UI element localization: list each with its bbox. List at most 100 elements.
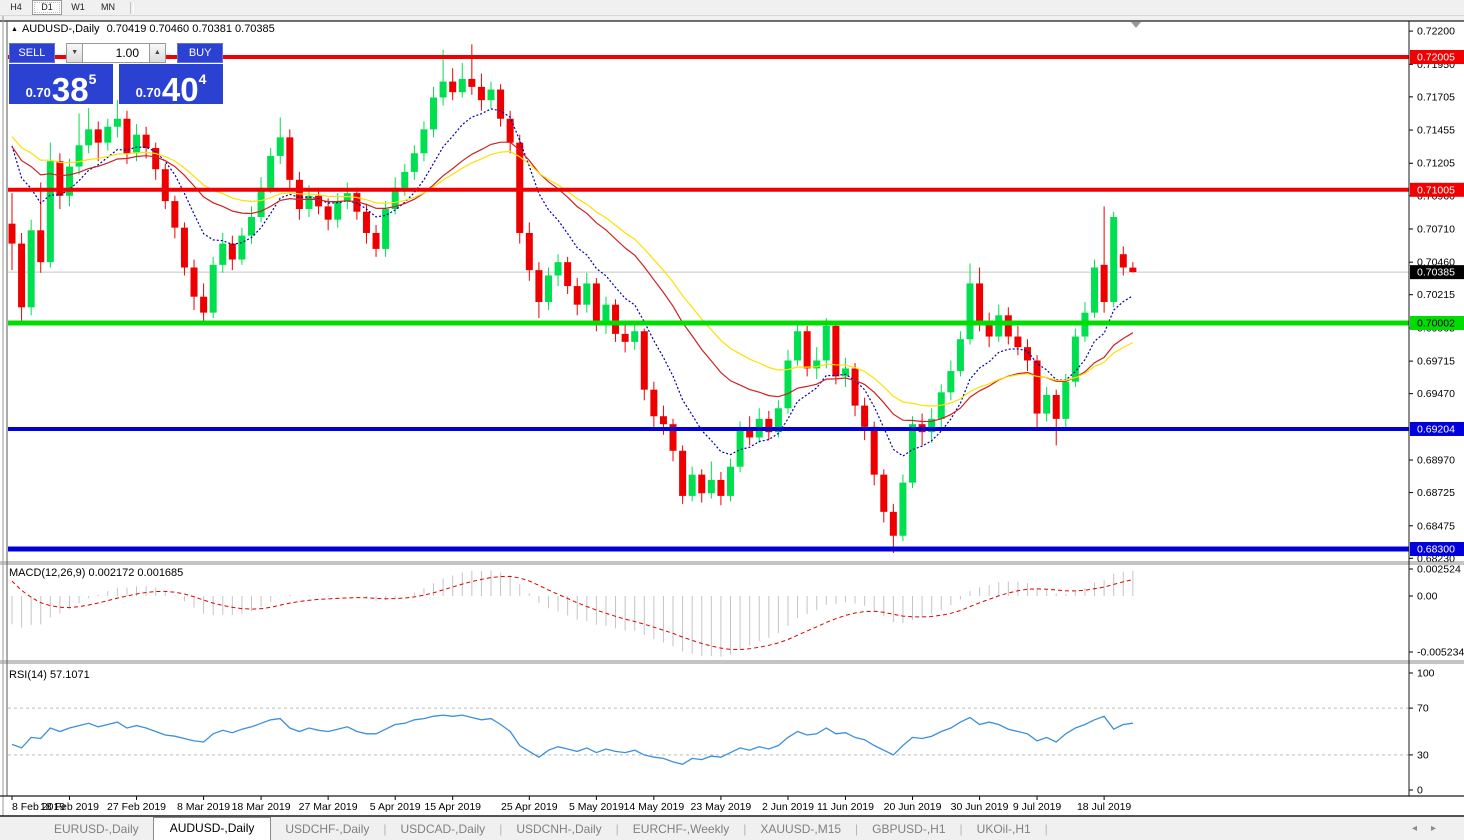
price-tick-label: 0.70710 (1417, 223, 1455, 235)
sell-price-display[interactable]: 0.70 38 5 (9, 64, 113, 106)
candle-body (525, 232, 533, 271)
chart-tab-bar: EURUSD-,Daily AUDUSD-,Daily USDCHF-,Daily |… (0, 817, 1464, 840)
macd-tick-label: -0.005234 (1417, 647, 1464, 659)
candle-body (870, 426, 878, 475)
chart-tab-eurusd-daily[interactable]: EURUSD-,Daily (54, 822, 139, 836)
candle-body (612, 304, 620, 334)
candle-body (746, 429, 754, 438)
chart-tab-audusd-daily[interactable]: AUDUSD-,Daily (152, 817, 272, 840)
macd-indicator-label: MACD(12,26,9) 0.002172 0.001685 (9, 567, 184, 579)
candle-body (362, 211, 370, 233)
candle-body (861, 405, 869, 427)
date-tick-label: 27 Feb 2019 (107, 801, 166, 813)
candle-body (592, 283, 600, 324)
volume-decrease-button[interactable]: ▼ (66, 43, 83, 63)
candle-body (794, 331, 802, 361)
candle-body (324, 206, 332, 220)
chart-tab-usdcnh-daily[interactable]: USDCNH-,Daily (516, 822, 602, 836)
toolbar-separator (130, 1, 134, 14)
date-tick-label: 9 Jul 2019 (1013, 801, 1062, 813)
macd-pane[interactable] (11, 570, 1134, 657)
candle-body (573, 286, 581, 305)
date-tick-label: 15 Apr 2019 (424, 801, 481, 813)
main-price-pane[interactable] (8, 44, 1409, 554)
level-price-badge-text: 0.71005 (1417, 184, 1455, 196)
candle-body (430, 97, 438, 130)
candle-body (401, 171, 409, 188)
candle-body (410, 153, 418, 172)
timeframe-button-w1[interactable]: W1 (71, 2, 85, 12)
buy-price-display[interactable]: 0.70 40 4 (119, 64, 223, 108)
candle-body (544, 275, 552, 303)
candle-body (133, 134, 141, 154)
timeframe-button-h4[interactable]: H4 (10, 2, 22, 12)
tab-scroll-arrows: ◂▸ (1412, 823, 1450, 834)
date-tick-label: 23 May 2019 (691, 801, 752, 813)
candle-body (640, 331, 648, 390)
candle-body (27, 230, 35, 308)
date-tick-label: 30 Jun 2019 (951, 801, 1009, 813)
candle-body (1091, 267, 1099, 313)
timeframe-button-mn[interactable]: MN (101, 2, 115, 12)
rsi-indicator-label: RSI(14) 57.1071 (9, 669, 90, 681)
macd-tick-label: 0.00 (1417, 591, 1438, 603)
candle-body (506, 118, 514, 143)
candle-body (200, 296, 208, 313)
chart-tab-ukoil-h1[interactable]: UKOil-,H1 (976, 822, 1031, 836)
buy-price-pips: 40 (161, 70, 199, 108)
candle-body (497, 89, 505, 119)
candle-body (190, 267, 198, 297)
candle-body (391, 187, 399, 210)
date-tick-label: 8 Feb 2019 (12, 801, 65, 813)
chart-tab-gbpusd-h1[interactable]: GBPUSD-,H1 (872, 822, 946, 836)
candle-body (1014, 336, 1022, 348)
tab-scroll-right-icon[interactable]: ▸ (1430, 823, 1450, 834)
one-click-trading-panel: SELL ▼ ▲ BUY 0.70 38 5 0.70 40 4 (9, 43, 223, 108)
rsi-tick-label: 30 (1417, 749, 1429, 761)
candle-body (46, 161, 54, 263)
candle-body (995, 315, 1003, 337)
timeframe-button-d1[interactable]: D1 (32, 0, 62, 15)
candle-body (976, 283, 984, 324)
chart-tab-usdchf-daily[interactable]: USDCHF-,Daily (285, 822, 370, 836)
candle-body (851, 368, 859, 406)
candle-body (477, 86, 485, 101)
price-tick-label: 0.69715 (1417, 356, 1455, 368)
candle-body (659, 416, 667, 425)
sell-button[interactable]: SELL (9, 43, 55, 63)
candle-body (94, 129, 102, 143)
chart-symbol-period: AUDUSD-,Daily (21, 23, 100, 35)
candle-body (372, 232, 380, 249)
level-price-badge (1410, 182, 1464, 197)
chart-ohlc-values: 0.70419 0.70460 0.70381 0.70385 (106, 23, 275, 35)
title-triangle-icon: ▲ (11, 26, 18, 33)
chart-tab-usdcad-daily[interactable]: USDCAD-,Daily (400, 822, 486, 836)
candle-body (458, 78, 466, 93)
candle-body (1023, 347, 1031, 361)
price-axis[interactable]: 0.722000.719500.717050.714550.712050.709… (1409, 26, 1464, 797)
volume-input[interactable] (83, 43, 149, 63)
level-price-badge (1410, 50, 1464, 64)
chart-shift-marker-icon[interactable] (1131, 22, 1141, 28)
buy-button[interactable]: BUY (177, 43, 223, 63)
candle-body (784, 360, 792, 409)
ma-slow-yellow (11, 136, 1134, 407)
tab-scroll-left-icon[interactable]: ◂ (1411, 823, 1431, 834)
candle-body (707, 479, 715, 494)
candle-body (889, 511, 897, 536)
current-price-badge (1410, 265, 1464, 280)
chart-tab-eurchf-weekly[interactable]: EURCHF-,Weekly (632, 822, 730, 836)
candle-body (104, 126, 112, 143)
candle-body (238, 235, 246, 260)
rsi-pane[interactable] (8, 707, 1409, 765)
candle-body (449, 81, 457, 93)
price-tick-label: 0.70215 (1417, 289, 1455, 301)
candle-body (899, 482, 907, 536)
chart-tab-xauusd-m15[interactable]: XAUUSD-,M15 (760, 822, 842, 836)
volume-increase-button[interactable]: ▲ (149, 43, 166, 63)
candle-body (161, 169, 169, 202)
candle-body (305, 195, 313, 210)
tab-separator: | (743, 822, 747, 836)
